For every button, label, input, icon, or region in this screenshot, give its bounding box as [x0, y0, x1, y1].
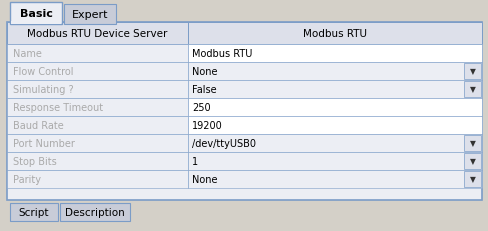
Text: 19200: 19200 [192, 121, 223, 131]
Bar [7, 45, 188, 63]
Bar [7, 23, 188, 45]
Text: Expert: Expert [72, 10, 108, 20]
Bar [7, 63, 188, 81]
Bar [7, 170, 188, 188]
Bar [11, 22, 61, 25]
Bar [7, 81, 188, 99]
Text: None: None [192, 67, 217, 77]
Text: Modbus RTU: Modbus RTU [192, 49, 252, 59]
Text: Modbus RTU: Modbus RTU [303, 29, 366, 39]
Bar [7, 134, 188, 152]
Bar [188, 63, 481, 81]
Text: Basic: Basic [20, 9, 52, 19]
Text: ▼: ▼ [468, 67, 474, 76]
Text: /dev/ttyUSB0: /dev/ttyUSB0 [192, 138, 256, 148]
Text: Stop Bits: Stop Bits [13, 156, 57, 166]
Bar [463, 153, 480, 169]
Bar [463, 82, 480, 97]
Text: ▼: ▼ [468, 85, 474, 94]
Text: Parity: Parity [13, 174, 41, 184]
Text: Script: Script [19, 207, 49, 217]
Bar [188, 45, 481, 63]
Bar [188, 134, 481, 152]
Text: Port Number: Port Number [13, 138, 75, 148]
Bar [10, 3, 62, 25]
Bar [188, 152, 481, 170]
Bar [463, 171, 480, 187]
Text: Description: Description [65, 207, 124, 217]
Bar [64, 5, 116, 25]
Bar [188, 170, 481, 188]
Text: Simulating ?: Simulating ? [13, 85, 74, 94]
Text: None: None [192, 174, 217, 184]
Bar [463, 135, 480, 151]
Bar [188, 23, 481, 45]
Text: Name: Name [13, 49, 42, 59]
Text: Modbus RTU Device Server: Modbus RTU Device Server [27, 29, 167, 39]
Bar [7, 99, 188, 116]
Bar [463, 64, 480, 80]
Text: Flow Control: Flow Control [13, 67, 73, 77]
Bar [7, 116, 188, 134]
Bar [7, 152, 188, 170]
Bar [188, 116, 481, 134]
Bar [60, 203, 130, 221]
Text: Response Timeout: Response Timeout [13, 103, 103, 112]
Text: 1: 1 [192, 156, 198, 166]
Text: ▼: ▼ [468, 139, 474, 148]
Bar [7, 23, 481, 200]
Text: False: False [192, 85, 216, 94]
Text: 250: 250 [192, 103, 210, 112]
Bar [188, 81, 481, 99]
Text: ▼: ▼ [468, 175, 474, 184]
Text: Baud Rate: Baud Rate [13, 121, 63, 131]
Bar [188, 99, 481, 116]
Text: ▼: ▼ [468, 157, 474, 166]
Bar [10, 203, 58, 221]
